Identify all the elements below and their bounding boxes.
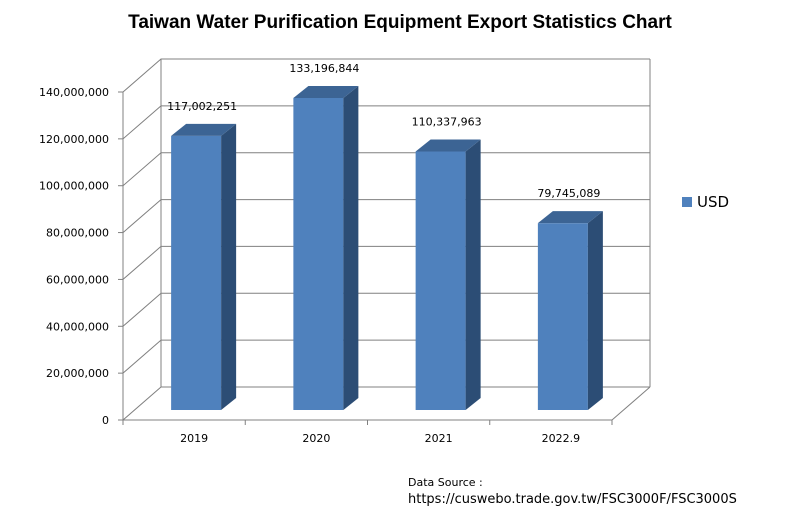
bar-front (537, 223, 588, 410)
data-label: 79,745,089 (537, 187, 600, 200)
y-tick-label: 120,000,000 (39, 133, 109, 146)
y-tick-label: 60,000,000 (46, 273, 109, 286)
y-tick-label: 40,000,000 (46, 320, 109, 333)
y-tick-label: 0 (102, 414, 109, 427)
bar-front (171, 135, 222, 411)
bar-front (293, 97, 344, 411)
bar-top (171, 123, 237, 136)
data-label: 110,337,963 (412, 115, 482, 128)
chart-title: Taiwan Water Purification Equipment Expo… (128, 12, 672, 33)
legend-swatch (682, 197, 692, 207)
y-tick-label: 80,000,000 (46, 227, 109, 240)
bar-front (415, 151, 466, 411)
bar-side (221, 123, 237, 411)
source-label: Data Source : (408, 476, 483, 489)
x-tick-label: 2022.9 (542, 432, 581, 445)
bars (171, 85, 603, 411)
legend: USD (682, 193, 729, 211)
y-tick-label: 100,000,000 (39, 180, 109, 193)
bar-top (293, 85, 359, 98)
x-tick-label: 2019 (180, 432, 208, 445)
source-url: https://cuswebo.trade.gov.tw/FSC3000F/FS… (408, 492, 737, 507)
y-tick-label: 20,000,000 (46, 367, 109, 380)
bar-side (465, 139, 481, 411)
x-tick-label: 2021 (425, 432, 453, 445)
bar-side (343, 85, 359, 411)
y-tick-label: 140,000,000 (39, 86, 109, 99)
data-labels: 117,002,251 133,196,844 110,337,963 79,745,… (167, 62, 600, 200)
x-tick-label: 2020 (302, 432, 330, 445)
data-label: 117,002,251 (167, 100, 237, 113)
bar-side (587, 211, 603, 410)
gridline (122, 58, 650, 93)
bar-top (415, 139, 481, 152)
legend-label: USD (697, 193, 729, 211)
data-label: 133,196,844 (289, 62, 359, 75)
bar-top (537, 211, 603, 224)
floor-right-edge (611, 386, 651, 421)
axes: 0 20,000,000 40,000,000 60,000,000 80,000,00… (39, 59, 651, 445)
